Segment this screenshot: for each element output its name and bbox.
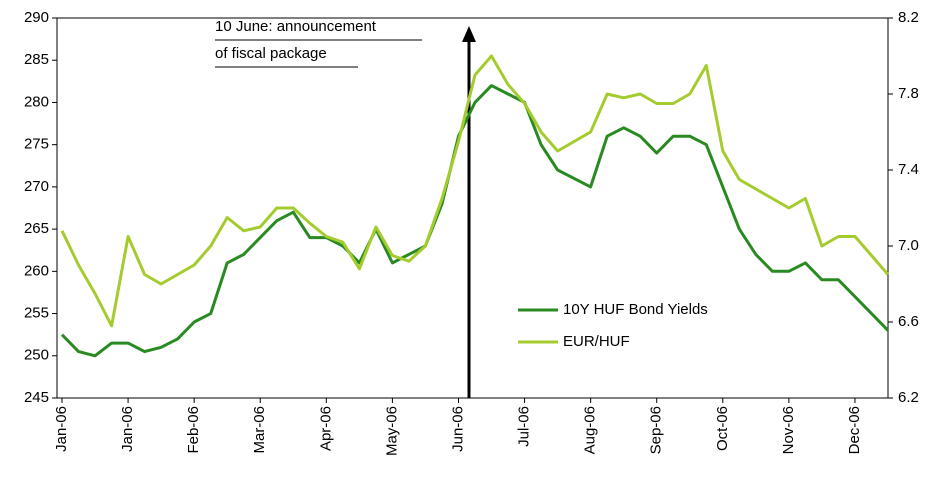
annotation: 10 June: announcement — [215, 18, 377, 35]
y2-tick-label: 7.4 — [898, 161, 919, 178]
y-tick-label: 285 — [24, 51, 49, 68]
y-tick-label: 260 — [24, 262, 49, 279]
x-tick-label: Jun-06 — [449, 406, 466, 452]
x-tick-label: May-06 — [383, 406, 400, 456]
y-tick-label: 290 — [24, 9, 49, 26]
y-tick-label: 265 — [24, 220, 49, 237]
x-tick-label: Apr-06 — [317, 406, 334, 451]
series-line — [60, 54, 890, 328]
y2-tick-label: 7.8 — [898, 85, 919, 102]
y-tick-label: 280 — [24, 93, 49, 110]
x-tick-label: Sep-06 — [648, 406, 665, 454]
y2-tick-label: 6.2 — [898, 389, 919, 406]
legend-label: EUR/HUF — [563, 333, 630, 350]
x-tick-label: Jan-06 — [119, 406, 136, 452]
annotation: of fiscal package — [215, 45, 327, 62]
arrow-head — [462, 26, 476, 42]
x-tick-label: Mar-06 — [251, 406, 268, 454]
y-tick-label: 275 — [24, 136, 49, 153]
x-tick-label: Feb-06 — [185, 406, 202, 454]
y2-tick-label: 6.6 — [898, 313, 919, 330]
x-tick-label: Jan-06 — [53, 406, 70, 452]
x-tick-label: Oct-06 — [714, 406, 731, 451]
plot-frame — [56, 17, 889, 399]
legend-label: 10Y HUF Bond Yields — [563, 301, 708, 318]
y2-tick-label: 8.2 — [898, 9, 919, 26]
series-line — [60, 84, 890, 358]
y2-tick-label: 7.0 — [898, 237, 919, 254]
y-tick-label: 250 — [24, 347, 49, 364]
y-tick-label: 245 — [24, 389, 49, 406]
x-tick-label: Dec-06 — [846, 406, 863, 454]
y-tick-label: 270 — [24, 178, 49, 195]
x-tick-label: Nov-06 — [780, 406, 797, 454]
x-tick-label: Aug-06 — [582, 406, 599, 454]
y-tick-label: 255 — [24, 305, 49, 322]
x-tick-label: Jul-06 — [516, 406, 533, 447]
